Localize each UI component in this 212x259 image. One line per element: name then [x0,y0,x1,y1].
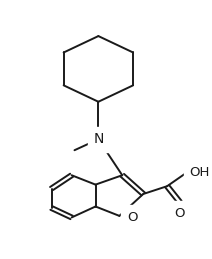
Text: O: O [174,206,185,220]
Text: OH: OH [189,166,209,179]
Text: N: N [93,132,103,146]
Text: O: O [127,211,138,224]
